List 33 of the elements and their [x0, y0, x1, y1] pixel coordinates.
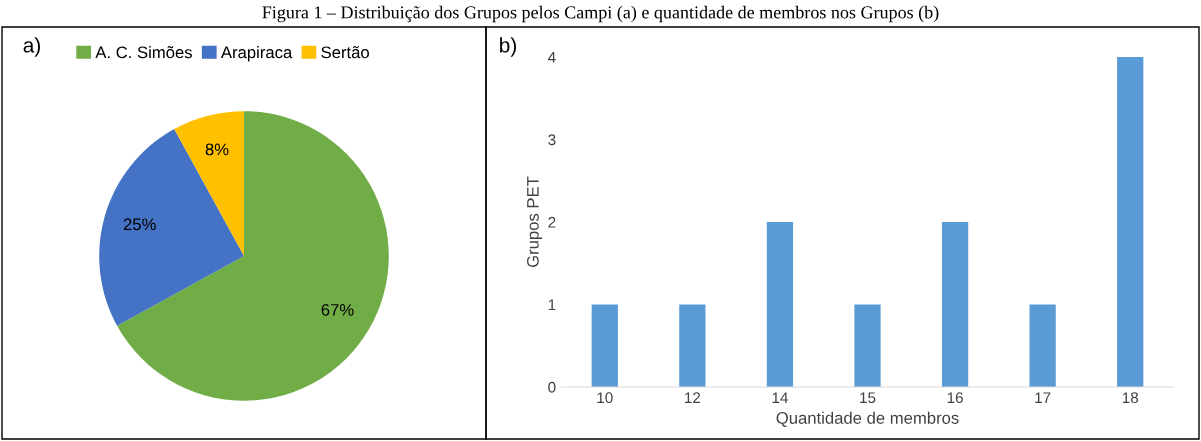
- x-tick-label: 17: [1035, 392, 1051, 403]
- legend-label: Sertão: [321, 46, 369, 59]
- x-axis-title: Quantidade de membros: [776, 411, 959, 427]
- bar: [854, 304, 881, 387]
- text: a): [23, 37, 40, 57]
- pie-slice: [117, 111, 389, 401]
- x-tick-label: 14: [772, 392, 788, 403]
- y-tick-label: 2: [548, 216, 556, 228]
- text: Figura 1 – Distribuição dos Grupos pelos Campi (a) e quantidade de membros nos Grupos (b): [262, 5, 939, 23]
- y-axis-title: Grupos PET: [526, 176, 543, 268]
- y-tick-label: 4: [547, 52, 556, 63]
- x-tick-label: 10: [597, 392, 613, 404]
- bar: [1029, 304, 1056, 387]
- pie-slice: [174, 111, 244, 256]
- legend-label: Arapiraca: [220, 46, 293, 62]
- x-tick-label: 18: [1122, 392, 1139, 404]
- data-label: 8%: [205, 143, 229, 156]
- bar: [766, 222, 794, 387]
- bar: [1117, 57, 1144, 387]
- x-tick-label: 12: [685, 392, 701, 403]
- y-tick-label: 0: [548, 381, 556, 393]
- y-tick-label: 3: [548, 134, 556, 146]
- bar: [941, 222, 969, 387]
- bar: [591, 304, 618, 387]
- legend-label: A. C. Simões: [95, 46, 192, 59]
- x-tick-label: 15: [860, 392, 876, 404]
- data-label: 67%: [321, 303, 354, 316]
- x-tick-label: 16: [947, 392, 963, 404]
- text: b): [500, 37, 516, 57]
- data-label: 25%: [123, 218, 156, 231]
- bar: [679, 304, 706, 387]
- pie-slice: [99, 129, 244, 326]
- y-tick-label: 1: [548, 299, 556, 311]
